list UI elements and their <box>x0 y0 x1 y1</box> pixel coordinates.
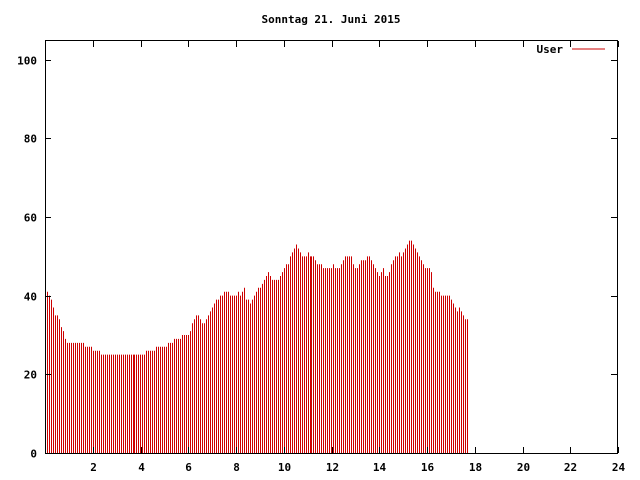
x-tick-label: 12 <box>326 461 339 474</box>
x-tick-label: 2 <box>90 461 97 474</box>
y-tick-label: 0 <box>30 448 37 461</box>
legend-label: User <box>537 43 564 56</box>
bars-group <box>45 240 468 453</box>
y-tick-label: 100 <box>17 55 37 68</box>
chart-title: Sonntag 21. Juni 2015 <box>261 13 400 26</box>
y-tick-label: 20 <box>24 369 37 382</box>
x-tick-label: 14 <box>373 461 387 474</box>
x-tick-label: 22 <box>564 461 577 474</box>
x-tick-label: 18 <box>469 461 482 474</box>
y-tick-label: 40 <box>24 291 37 304</box>
x-tick-label: 6 <box>185 461 192 474</box>
x-tick-label: 8 <box>233 461 240 474</box>
axes-group <box>45 40 618 454</box>
y-tick-label: 80 <box>24 133 37 146</box>
y-tick-label: 60 <box>24 212 37 225</box>
x-tick-label: 16 <box>421 461 435 474</box>
x-tick-label: 4 <box>138 461 145 474</box>
x-tick-label: 24 <box>612 461 626 474</box>
x-tick-label: 20 <box>517 461 530 474</box>
x-ticks: 2 4 6 8 10 12 14 16 18 20 22 24 <box>90 41 625 474</box>
y-ticks: 0 20 40 60 80 100 <box>17 55 617 461</box>
x-tick-label: 10 <box>278 461 291 474</box>
legend: User <box>537 43 605 56</box>
plot-frame <box>45 40 618 454</box>
